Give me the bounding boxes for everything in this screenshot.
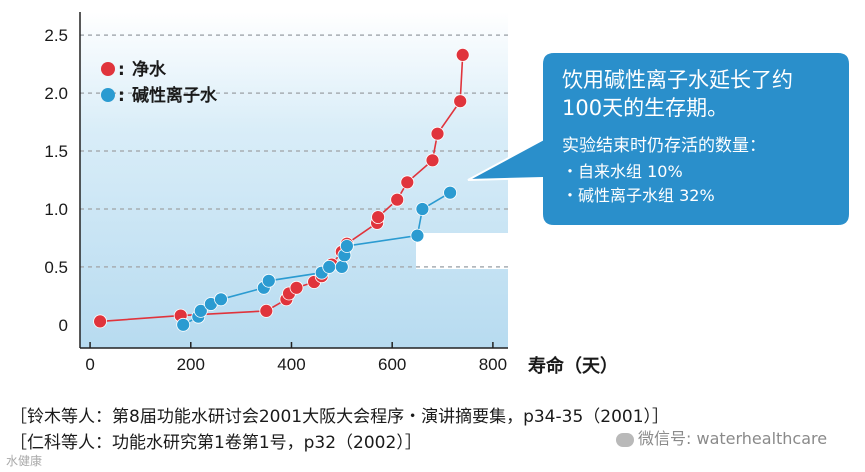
axes: 0 0.5 1.0 1.5 2.0 2.5 0 200 400 600 800 xyxy=(44,12,508,374)
x-tick-label: 400 xyxy=(277,355,305,374)
data-point xyxy=(390,192,405,207)
legend-label-alkaline: 碱性离子水 xyxy=(132,85,218,106)
y-tick-label: 1.0 xyxy=(44,200,68,219)
callout: 饮用碱性离子水延长了约 100天的生存期。 实验结束时仍存活的数量： ・自来水组… xyxy=(467,51,851,227)
y-tick-label: 2.5 xyxy=(44,26,68,45)
data-point xyxy=(193,303,208,318)
data-point xyxy=(443,185,458,200)
data-point xyxy=(400,175,415,190)
plot-cutout xyxy=(416,233,508,269)
legend-marker-water xyxy=(101,62,115,76)
legend-colon-alkaline: : xyxy=(118,86,125,106)
legend-colon-water: : xyxy=(118,60,125,80)
legend-marker-alkaline xyxy=(101,88,115,102)
data-point xyxy=(259,303,274,318)
data-point xyxy=(334,259,349,274)
x-tick-label: 600 xyxy=(378,355,406,374)
data-point xyxy=(415,202,430,216)
reference-line-1: ［铃木等人：第8届功能水研讨会2001大阪大会程序・演讲摘要集，p34-35（2… xyxy=(10,407,670,427)
data-point xyxy=(339,239,354,253)
callout-headline-2: 100天的生存期。 xyxy=(562,96,728,120)
y-tick-label: 0.5 xyxy=(44,258,68,277)
y-tick-label: 1.5 xyxy=(44,142,68,161)
data-point xyxy=(322,259,337,274)
callout-item-tap: ・自来水组 10% xyxy=(562,162,683,181)
data-point xyxy=(289,280,304,295)
x-tick-label: 200 xyxy=(177,355,205,374)
data-point xyxy=(430,126,445,141)
callout-bubble xyxy=(467,51,851,227)
x-axis-title: 寿命（天） xyxy=(528,355,618,377)
data-point xyxy=(261,273,276,288)
series-alkaline xyxy=(176,185,458,332)
data-point xyxy=(453,94,468,109)
data-point xyxy=(214,292,228,307)
data-point xyxy=(410,228,425,243)
callout-headline-1: 饮用碱性离子水延长了约 xyxy=(562,68,793,92)
legend-label-water: 净水 xyxy=(132,59,167,80)
data-point xyxy=(455,48,470,62)
callout-subtitle: 实验结束时仍存活的数量： xyxy=(562,136,766,156)
series-layer xyxy=(93,48,470,332)
callout-item-alkaline: ・碱性离子水组 32% xyxy=(562,186,715,205)
legend: : 净水 : 碱性离子水 xyxy=(101,59,218,106)
x-tick-label: 800 xyxy=(479,355,507,374)
wechat-icon xyxy=(616,432,634,447)
reference-line-2: ［仁科等人：功能水研究第1卷第1号，p32（2002）］ xyxy=(10,433,422,453)
data-point xyxy=(176,317,191,332)
x-tick-label: 0 xyxy=(85,355,94,374)
y-tick-label: 0 xyxy=(59,316,68,335)
data-point xyxy=(425,153,440,168)
watermark-label: 微信号: waterhealthcare xyxy=(616,425,827,449)
watermark-corner: 水健康 xyxy=(6,454,43,468)
data-point xyxy=(93,314,107,329)
data-point xyxy=(371,210,386,225)
y-tick-label: 2.0 xyxy=(44,84,68,103)
